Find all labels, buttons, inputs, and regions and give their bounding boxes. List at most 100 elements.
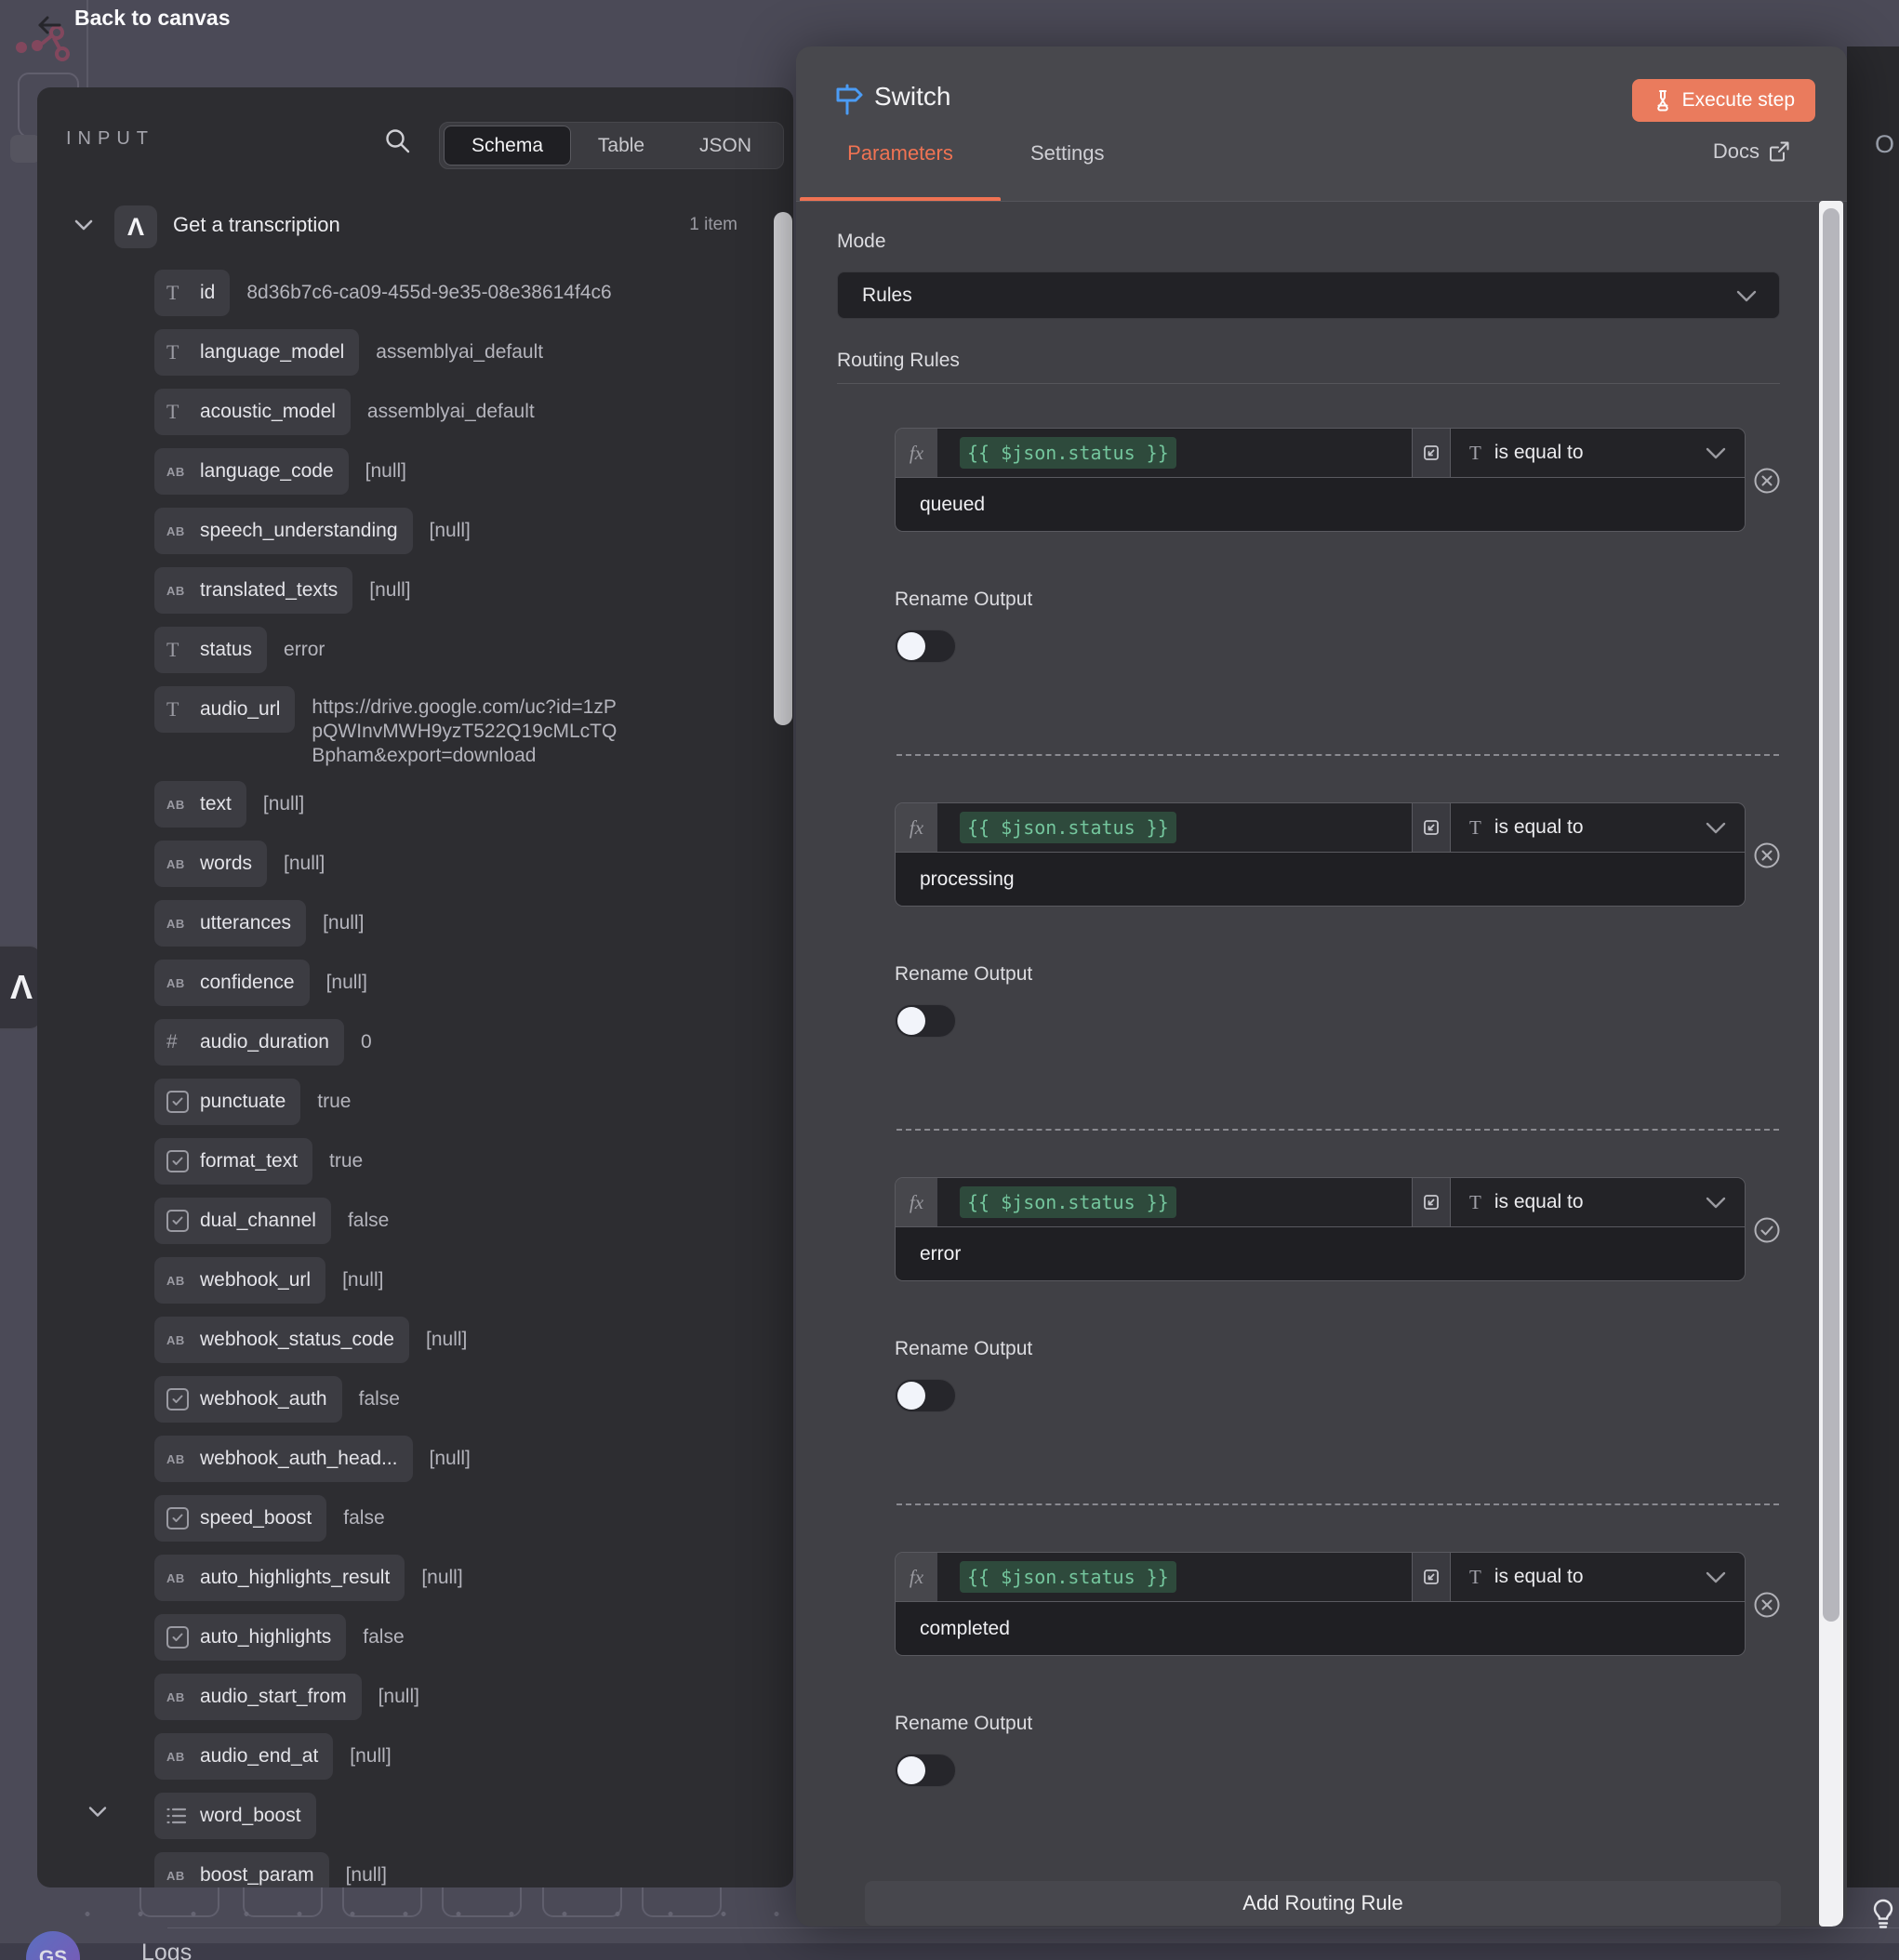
schema-row[interactable]: AB auto_highlights_result [null] (37, 1555, 793, 1601)
field-pill[interactable]: AB speech_understanding (154, 508, 413, 554)
schema-row[interactable]: AB confidence [null] (37, 960, 793, 1006)
expand-expression-button[interactable] (1412, 1553, 1451, 1601)
execute-step-button[interactable]: Execute step (1631, 79, 1815, 122)
avatar[interactable]: GS (26, 1931, 80, 1960)
field-pill[interactable]: AB text (154, 781, 246, 828)
schema-row[interactable]: AB words [null] (37, 841, 793, 887)
schema-row[interactable]: AB speech_understanding [null] (37, 508, 793, 554)
expression-input[interactable]: {{ $json.status }} (937, 1553, 1412, 1601)
schema-row[interactable]: word_boost (37, 1793, 793, 1839)
field-pill[interactable]: AB words (154, 841, 268, 887)
tab-schema[interactable]: Schema (444, 126, 571, 166)
schema-row[interactable]: AB translated_texts [null] (37, 567, 793, 614)
field-pill[interactable]: AB utterances (154, 900, 307, 947)
search-icon[interactable] (383, 126, 411, 154)
tab-json[interactable]: JSON (698, 134, 751, 156)
schema-row[interactable]: AB boost_param [null] (37, 1852, 793, 1887)
expand-expression-button[interactable] (1412, 803, 1451, 852)
schema-row[interactable]: webhook_auth false (37, 1376, 793, 1423)
schema-row[interactable]: punctuate true (37, 1079, 793, 1125)
field-pill[interactable]: # audio_duration (154, 1019, 344, 1066)
schema-row[interactable]: AB audio_end_at [null] (37, 1733, 793, 1780)
add-routing-rule-button[interactable]: Add Routing Rule (865, 1881, 1781, 1926)
schema-root-row[interactable]: Λ Get a transcription 1 item (37, 205, 793, 257)
source-node-title[interactable]: Get a transcription (173, 213, 340, 236)
back-to-canvas-button[interactable]: Back to canvas (74, 6, 231, 30)
field-pill[interactable]: auto_highlights (154, 1614, 347, 1661)
field-pill[interactable]: AB webhook_status_code (154, 1317, 409, 1363)
tab-table[interactable]: Table (597, 134, 645, 156)
back-arrow-icon[interactable] (37, 14, 61, 36)
logs-label[interactable]: Logs (141, 1940, 193, 1960)
remove-rule-button[interactable] (1753, 1591, 1781, 1619)
schema-row[interactable]: AB webhook_url [null] (37, 1257, 793, 1304)
lightbulb-icon[interactable] (1869, 1897, 1897, 1930)
field-pill[interactable]: AB audio_end_at (154, 1733, 334, 1780)
schema-row[interactable]: speed_boost false (37, 1495, 793, 1542)
tab-parameters[interactable]: Parameters (847, 141, 953, 165)
settings-panel-scrollbar-track[interactable] (1819, 201, 1843, 1927)
field-pill[interactable]: AB audio_start_from (154, 1674, 362, 1720)
schema-row[interactable]: AB audio_start_from [null] (37, 1674, 793, 1720)
chevron-down-icon[interactable] (73, 218, 95, 232)
rename-output-toggle[interactable] (895, 1754, 956, 1787)
schema-row[interactable]: format_text true (37, 1138, 793, 1185)
mode-select[interactable]: Rules (837, 271, 1780, 319)
rename-output-toggle[interactable] (895, 1379, 956, 1412)
assemblyai-canvas-node[interactable]: Λ (0, 945, 43, 1030)
field-pill[interactable]: format_text (154, 1138, 313, 1185)
field-pill[interactable]: AB translated_texts (154, 567, 353, 614)
app-logo-icon[interactable] (13, 22, 74, 61)
rename-output-toggle[interactable] (895, 629, 956, 663)
input-panel-scrollbar[interactable] (774, 212, 792, 725)
rule-value-input[interactable]: error (896, 1227, 1745, 1280)
schema-row[interactable]: AB webhook_auth_head... [null] (37, 1436, 793, 1482)
field-pill[interactable]: AB webhook_url (154, 1257, 326, 1304)
schema-row[interactable]: auto_highlights false (37, 1614, 793, 1661)
field-pill[interactable]: speed_boost (154, 1495, 327, 1542)
schema-row[interactable]: AB language_code [null] (37, 448, 793, 495)
field-pill[interactable]: AB auto_highlights_result (154, 1555, 405, 1601)
schema-row[interactable]: dual_channel false (37, 1198, 793, 1244)
logs-panel-edge[interactable] (0, 1943, 1899, 1960)
field-pill[interactable]: AB boost_param (154, 1852, 329, 1887)
rename-output-toggle[interactable] (895, 1004, 956, 1038)
rule-value-input[interactable]: queued (896, 478, 1745, 531)
field-pill[interactable]: AB language_code (154, 448, 349, 495)
expression-input[interactable]: {{ $json.status }} (937, 429, 1412, 477)
field-pill[interactable]: webhook_auth (154, 1376, 342, 1423)
field-pill[interactable]: AB webhook_auth_head... (154, 1436, 413, 1482)
schema-row[interactable]: AB webhook_status_code [null] (37, 1317, 793, 1363)
field-pill[interactable]: dual_channel (154, 1198, 331, 1244)
expand-expression-button[interactable] (1412, 1178, 1451, 1226)
schema-row[interactable]: AB text [null] (37, 781, 793, 828)
expression-input[interactable]: {{ $json.status }} (937, 803, 1412, 852)
remove-rule-button[interactable] (1753, 841, 1781, 869)
schema-row[interactable]: # audio_duration 0 (37, 1019, 793, 1066)
rule-value-input[interactable]: processing (896, 853, 1745, 906)
expand-expression-button[interactable] (1412, 429, 1451, 477)
settings-panel-scrollbar-thumb[interactable] (1823, 208, 1839, 1622)
rule-value-input[interactable]: completed (896, 1602, 1745, 1655)
expression-input[interactable]: {{ $json.status }} (937, 1178, 1412, 1226)
docs-link[interactable]: Docs (1713, 139, 1789, 164)
tab-settings[interactable]: Settings (1030, 141, 1105, 165)
chevron-down-icon[interactable] (87, 1805, 108, 1819)
field-pill[interactable]: AB confidence (154, 960, 310, 1006)
schema-row[interactable]: AB utterances [null] (37, 900, 793, 947)
remove-rule-button[interactable] (1753, 467, 1781, 495)
